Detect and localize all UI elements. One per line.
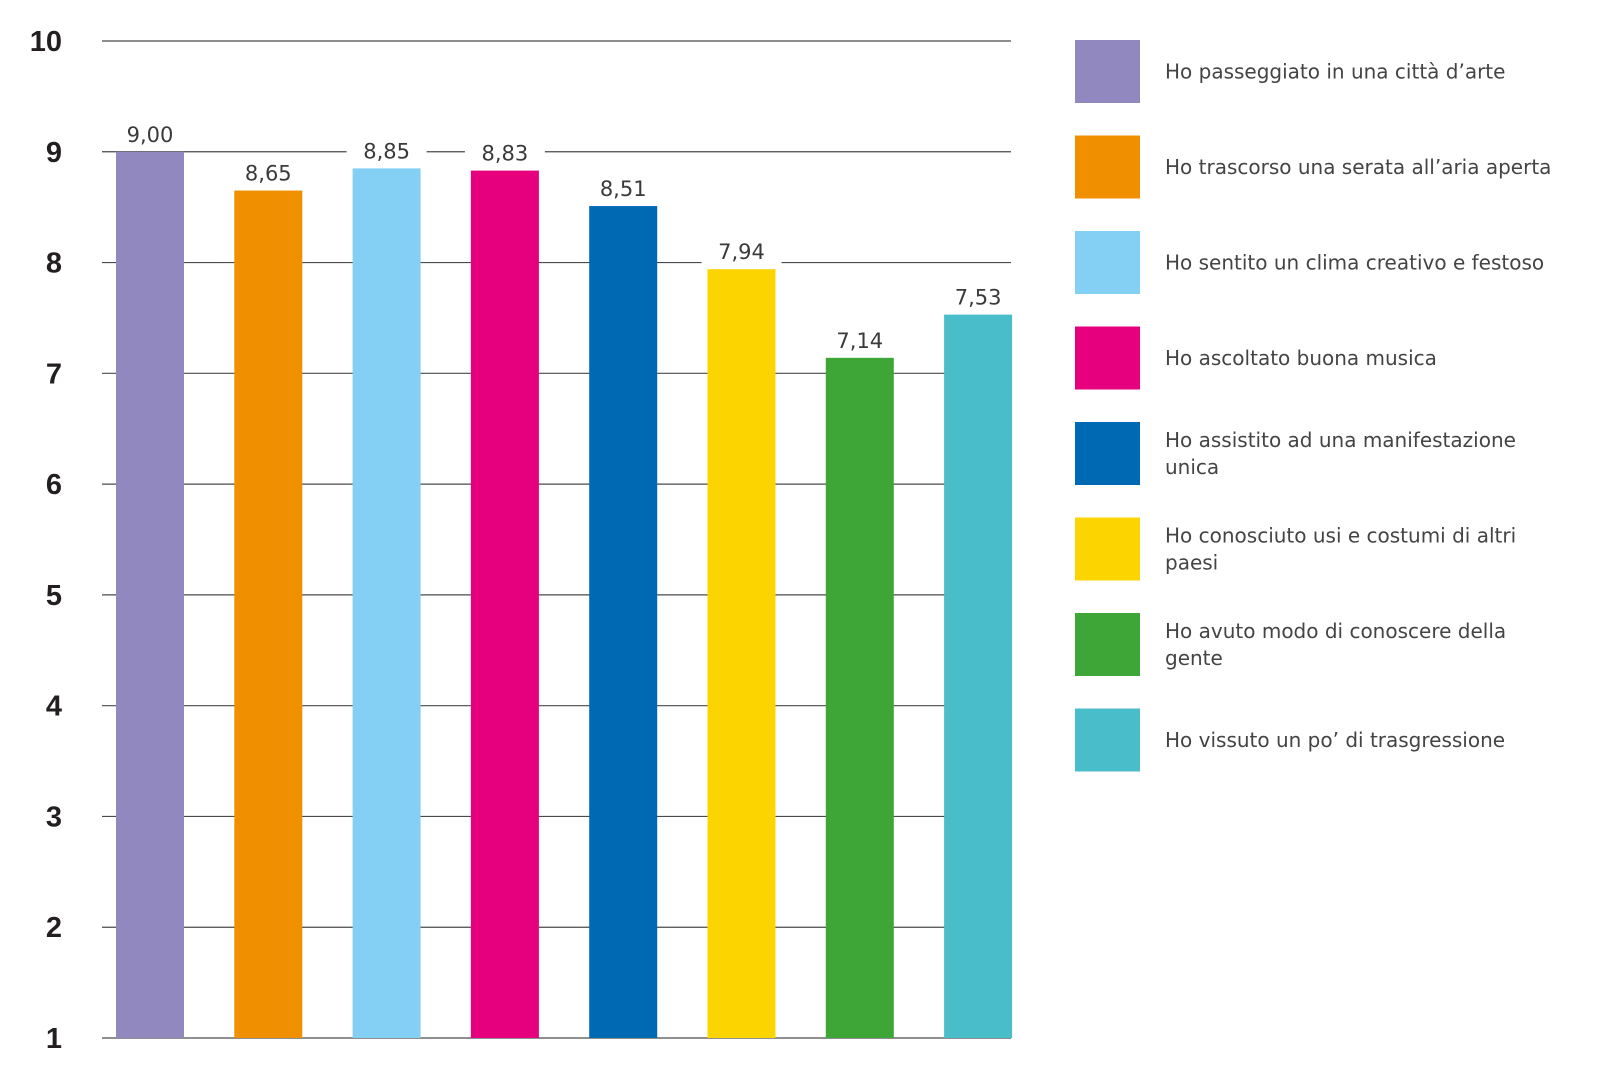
legend-swatch bbox=[1075, 326, 1140, 390]
legend-label: Ho sentito un clima creativo e festoso bbox=[1165, 251, 1544, 275]
data-label: 8,51 bbox=[600, 177, 647, 201]
data-label-background bbox=[110, 120, 190, 147]
legend-label: unica bbox=[1165, 455, 1219, 479]
legend-item: Ho ascoltato buona musica bbox=[1075, 326, 1437, 390]
legend-label: Ho ascoltato buona musica bbox=[1165, 346, 1437, 370]
bar bbox=[825, 357, 894, 1038]
y-tick-label: 7 bbox=[46, 358, 62, 390]
y-tick-label: 6 bbox=[46, 469, 62, 501]
y-axis-ticks: 1 2 3 4 5 6 7 8 9 10 bbox=[30, 26, 62, 1055]
bar bbox=[589, 206, 658, 1038]
legend-label: paesi bbox=[1165, 551, 1218, 575]
legend-swatch bbox=[1075, 517, 1140, 581]
legend-swatch bbox=[1075, 422, 1140, 485]
legend-swatch bbox=[1075, 708, 1140, 772]
bar bbox=[944, 314, 1013, 1039]
data-label: 8,83 bbox=[482, 142, 529, 166]
y-tick-label: 10 bbox=[30, 26, 62, 58]
data-label: 7,14 bbox=[836, 329, 883, 353]
data-label: 7,53 bbox=[955, 286, 1002, 310]
legend-swatch bbox=[1075, 231, 1140, 294]
legend-label: Ho avuto modo di conoscere della bbox=[1165, 619, 1506, 643]
bar bbox=[352, 168, 421, 1039]
legend-label: Ho conosciuto usi e costumi di altri bbox=[1165, 524, 1516, 548]
data-label-background bbox=[346, 137, 427, 164]
data-label: 7,94 bbox=[718, 240, 765, 264]
data-label: 8,85 bbox=[363, 139, 410, 163]
bars bbox=[116, 151, 1013, 1039]
legend-item: Ho conosciuto usi e costumi di altri paes… bbox=[1075, 517, 1516, 581]
legend-item: Ho trascorso una serata all’aria aperta bbox=[1075, 135, 1551, 199]
legend: Ho passeggiato in una città d’arte Ho tra… bbox=[1075, 40, 1551, 772]
legend-item: Ho avuto modo di conoscere della gente bbox=[1075, 613, 1506, 676]
data-label-background bbox=[819, 326, 900, 353]
bar bbox=[116, 151, 184, 1038]
data-label-background bbox=[938, 283, 1019, 310]
legend-item: Ho sentito un clima creativo e festoso bbox=[1075, 231, 1544, 294]
legend-item: Ho vissuto un po’ di trasgressione bbox=[1075, 708, 1505, 772]
bar bbox=[234, 190, 303, 1039]
legend-item: Ho assistito ad una manifestazione unica bbox=[1075, 422, 1516, 485]
data-label-background bbox=[464, 139, 545, 166]
legend-label: gente bbox=[1165, 646, 1223, 670]
legend-swatch bbox=[1075, 40, 1140, 103]
y-tick-label: 5 bbox=[46, 580, 62, 612]
legend-label: Ho trascorso una serata all’aria aperta bbox=[1165, 155, 1551, 179]
data-label-background bbox=[228, 159, 309, 186]
legend-item: Ho passeggiato in una città d’arte bbox=[1075, 40, 1505, 103]
y-tick-label: 2 bbox=[46, 912, 62, 944]
y-tick-label: 8 bbox=[46, 248, 62, 280]
bar bbox=[707, 269, 776, 1038]
data-label: 9,00 bbox=[127, 123, 174, 147]
bar bbox=[470, 170, 539, 1039]
legend-swatch bbox=[1075, 613, 1140, 676]
data-label: 8,65 bbox=[245, 162, 292, 186]
y-tick-label: 9 bbox=[46, 137, 62, 169]
data-label-background bbox=[583, 175, 664, 202]
data-labels: 9,00 8,65 8,85 8,83 8,51 7,94 7,14 7,53 bbox=[110, 120, 1019, 353]
legend-label: Ho passeggiato in una città d’arte bbox=[1165, 60, 1505, 84]
legend-swatch bbox=[1075, 135, 1140, 199]
data-label-background bbox=[701, 238, 782, 265]
legend-label: Ho assistito ad una manifestazione bbox=[1165, 428, 1516, 452]
y-tick-label: 4 bbox=[46, 691, 62, 723]
y-tick-label: 1 bbox=[46, 1023, 62, 1055]
legend-label: Ho vissuto un po’ di trasgressione bbox=[1165, 728, 1505, 752]
y-tick-label: 3 bbox=[46, 801, 62, 833]
